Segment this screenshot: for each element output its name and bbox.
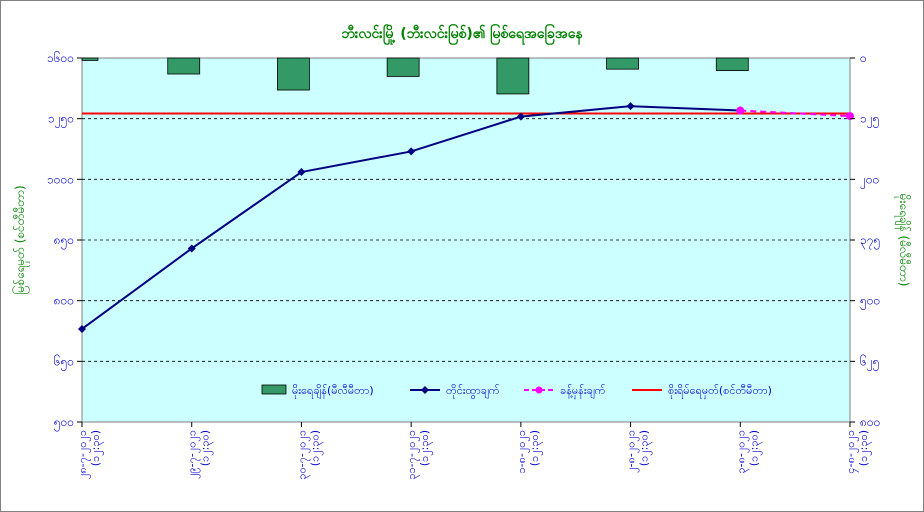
y-right-tick-label: ၃၇၅ — [860, 233, 880, 250]
measured-point — [187, 244, 196, 253]
x-tick-label-time: (၁၂:၃၀) — [89, 430, 104, 466]
measured-point — [78, 324, 86, 333]
x-tick-label: ၃-၈-၂၀၂၁(၁၂:၃၀) — [734, 430, 762, 474]
chart-title: ဘီးလင်းမြို့ (ဘီးလင်းမြစ်)၏ မြစ်ရေအခြေအန… — [341, 24, 583, 45]
x-tick-label-time: (၁၂:၃၀) — [418, 430, 433, 466]
y-right-tick-label: ၆၂၅ — [860, 353, 879, 371]
rainfall-bar — [715, 57, 749, 72]
y-right-tick-label: ၂၀၀ — [860, 172, 879, 189]
x-tick-label-date: ၃၀-၇-၂၀၂၁ — [295, 430, 310, 480]
x-tick-label-date: ၂၉-၇-၂၀၂၁ — [186, 430, 201, 479]
forecast-point — [846, 112, 854, 121]
rainfall-bar — [81, 57, 99, 61]
rainfall-bars — [81, 57, 749, 95]
x-tick-label-date: ၂-၈-၂၀၂၁ — [625, 430, 640, 473]
y-right-tick-label: ၁၂၅ — [860, 112, 879, 129]
y-left-tick-label: ၁၆၀၀ — [47, 50, 74, 65]
y-right-tick-label: ၅၀၀ — [860, 294, 880, 311]
rainfall-bar — [606, 57, 639, 70]
y-right-tick-label: ၈၀၀ — [860, 415, 880, 429]
x-tick-label: ၁-၈-၂၀၂၁(၁၂:၃၀) — [515, 430, 543, 474]
legend-label-rainfall: မိုးရေချိန်(မီလီမီတာ) — [292, 384, 374, 399]
y-left-tick-label: ၈၅၀ — [54, 233, 74, 250]
x-tick-label-time: (၁၂:၃၀) — [638, 430, 653, 466]
y-axis-left-label: မြစ်ရေမှတ် (စင်တီမီတာ) — [11, 185, 30, 294]
forecast-point — [736, 106, 745, 115]
measured-point — [626, 102, 635, 111]
forecast-line — [740, 109, 851, 118]
measured-point — [516, 112, 525, 121]
y-left-tick-label: ၈၀၀ — [54, 294, 74, 308]
x-tick-label: ၂၉-၇-၂၀၂၁(၁၂:၃၀) — [186, 430, 214, 479]
x-tick-label-time: (၁၂:၃၀) — [857, 430, 872, 466]
x-tick-label-time: (၁၂:၃၀) — [528, 430, 543, 466]
x-tick-label: ၄-၈-၂၀၂၁(၁၂:၃၀) — [844, 430, 872, 474]
axes: ၁၆၀၀၁၂၅၀၁၀၀၀၈၅၀၈၀၀၆၅၀၅၀၀၀၁၂၅၂၀၀၃၇၅၅၀၀၆၂၅… — [47, 50, 880, 480]
legend-marker-measured — [421, 386, 429, 394]
y-left-tick-label: ၆၅၀ — [54, 353, 74, 371]
water-level-layers — [78, 102, 854, 333]
x-tick-label-time: (၁၂:၃၀) — [199, 430, 214, 466]
y-left-tick-label: ၁၀၀၀ — [47, 172, 74, 186]
y-axis-right-label: မိုးရေချိန် (မီလီမီတာ) — [894, 194, 912, 287]
legend-swatch-rainfall — [261, 384, 287, 395]
x-tick-label: ၃၀-၇-၂၀၂၁(၁၂:၃၀) — [295, 430, 323, 480]
legend-marker-forecast — [535, 386, 543, 394]
x-tick-label-time: (၁၂:၃၀) — [747, 430, 762, 466]
x-tick-label-date: ၃၁-၇-၂၀၂၁ — [405, 430, 420, 480]
x-tick-label-date: ၃-၈-၂၀၂၁ — [734, 430, 749, 474]
legend-label-warning: စိုးရိမ်ရေမှတ်(စင်တီမီတာ) — [668, 384, 772, 399]
x-tick-label-time: (၁၂:၃၀) — [308, 430, 323, 466]
x-tick-label-date: ၂၈-၇-၂၀၂၁ — [76, 430, 91, 479]
x-tick-label-date: ၄-၈-၂၀၂၁ — [844, 430, 859, 474]
x-tick-label: ၃၁-၇-၂၀၂၁(၁၂:၃၀) — [405, 430, 433, 480]
y-left-tick-label: ၁၂၅၀ — [48, 112, 74, 129]
gridlines — [82, 118, 850, 362]
legend-label-forecast: ခန့်မှန်းချက် — [560, 384, 606, 399]
rainfall-bar — [167, 57, 201, 75]
x-tick-label: ၂၈-၇-၂၀၂၁(၁၂:၃၀) — [76, 430, 104, 479]
rainfall-bar — [386, 57, 420, 77]
x-tick-label: ၂-၈-၂၀၂၁(၁၂:၃၀) — [625, 430, 653, 473]
x-tick-label-date: ၁-၈-၂၀၂၁ — [515, 430, 530, 474]
legend: မိုးရေချိန်(မီလီမီတာ) တိုင်းထွာချက် ခန့်မှ… — [261, 384, 772, 399]
y-left-tick-label: ၅၀၀ — [54, 415, 74, 432]
measured-point — [297, 168, 306, 177]
legend-label-measured: တိုင်းထွာချက် — [446, 384, 500, 399]
y-right-tick-label: ၀ — [860, 51, 867, 65]
measured-point — [407, 147, 416, 156]
rainfall-bar — [496, 57, 530, 95]
rainfall-bar — [277, 57, 310, 91]
